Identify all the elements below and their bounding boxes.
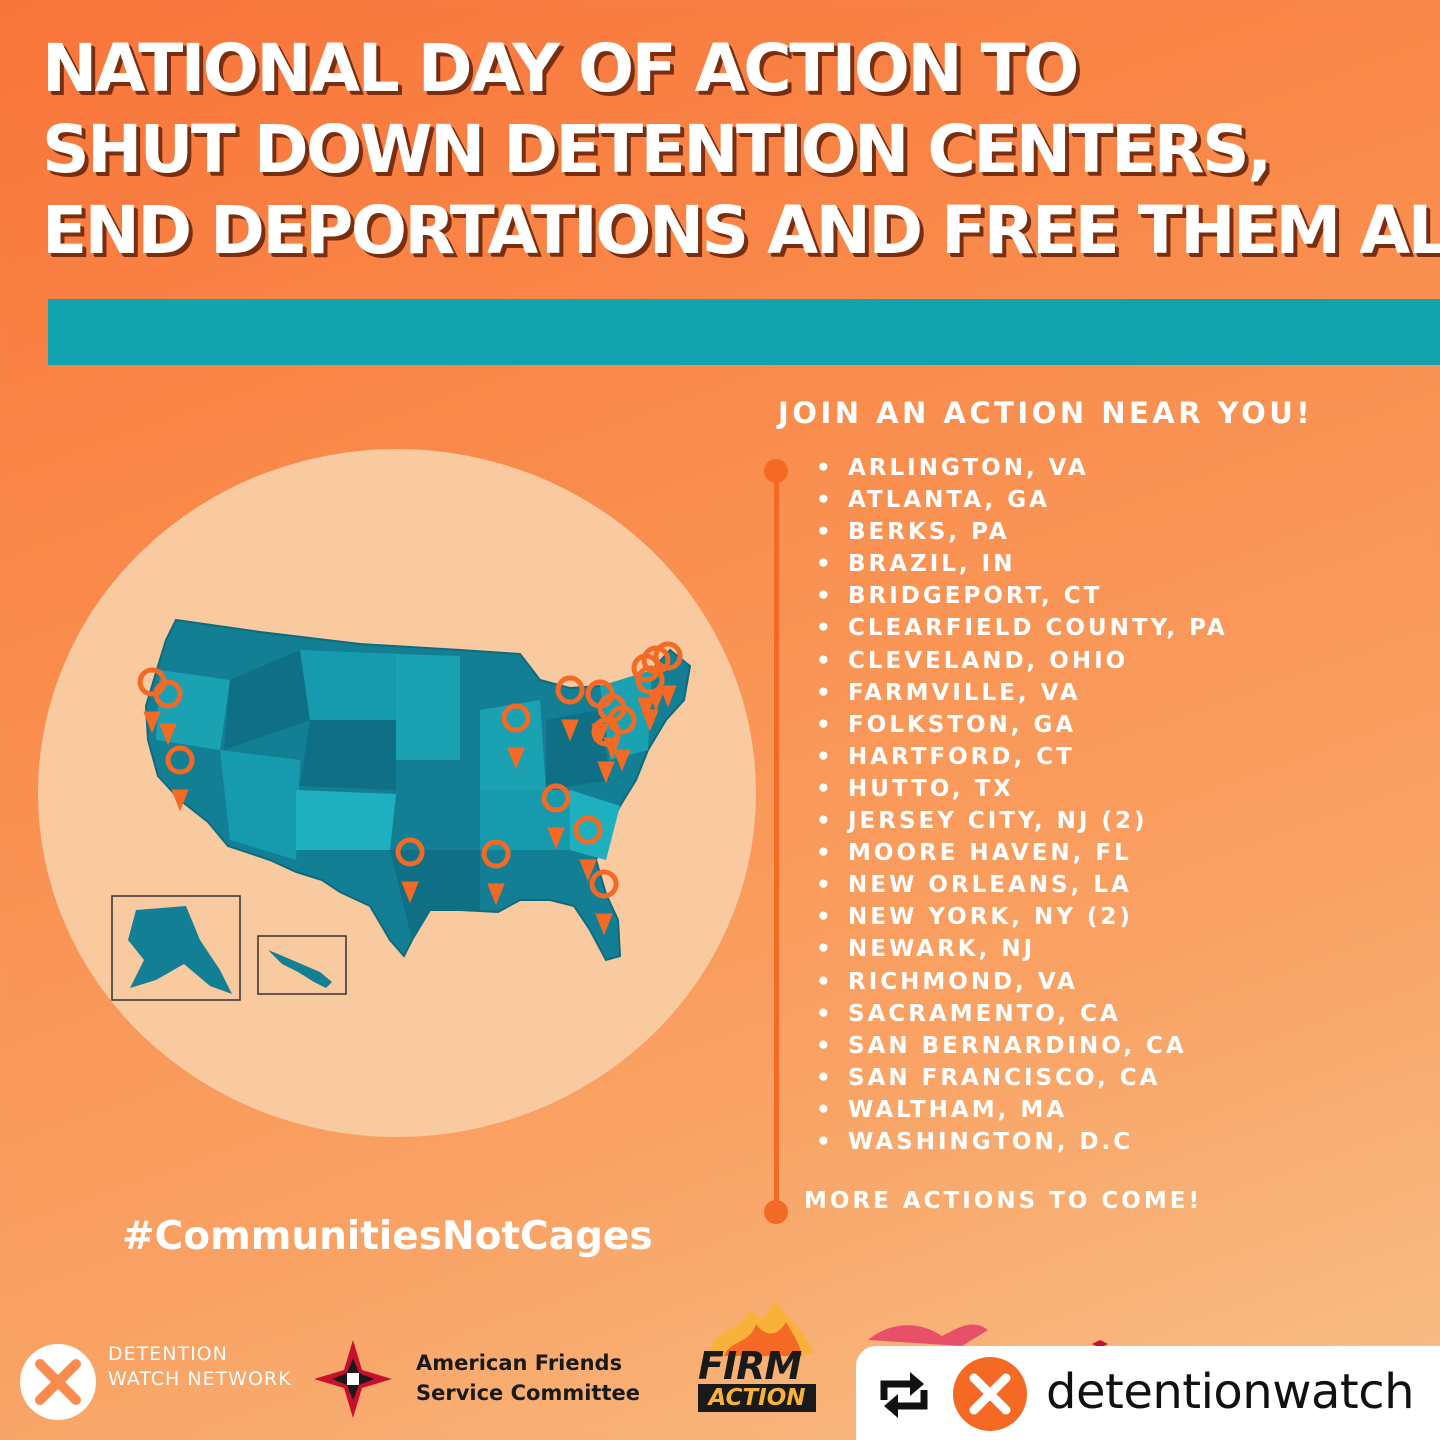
map-pin-icon xyxy=(573,815,603,882)
title-line-2: SHUT DOWN DETENTION CENTERS, xyxy=(42,111,1272,188)
afsc-logo-text: American Friends Service Committee xyxy=(416,1348,640,1408)
title-line-1: NATIONAL DAY OF ACTION TO xyxy=(42,30,1079,107)
list-item: ATLANTA, GA xyxy=(816,484,1228,516)
firm-flame-icon xyxy=(708,1300,814,1356)
timeline-dot-bottom xyxy=(764,1200,788,1224)
afsc-star-icon xyxy=(314,1340,392,1418)
hawaii-shape xyxy=(268,950,332,988)
map-pin-icon xyxy=(481,839,511,906)
list-item: ARLINGTON, VA xyxy=(816,452,1228,484)
firm-action-text: ACTION xyxy=(698,1384,816,1412)
list-item: RICHMOND, VA xyxy=(816,966,1228,998)
hashtag: #CommunitiesNotCages xyxy=(122,1214,653,1259)
map-pin-icon xyxy=(137,667,167,734)
list-item: SAN BERNARDINO, CA xyxy=(816,1030,1228,1062)
list-item: CLEVELAND, OHIO xyxy=(816,645,1228,677)
bird-logo-icon xyxy=(868,1324,1108,1348)
list-item: SACRAMENTO, CA xyxy=(816,998,1228,1030)
us-map-graphic xyxy=(111,618,692,1001)
map-pin-icon xyxy=(635,665,665,732)
list-item: NEWARK, NJ xyxy=(816,933,1228,965)
list-item: NEW ORLEANS, LA xyxy=(816,869,1228,901)
list-item: BRAZIL, IN xyxy=(816,548,1228,580)
list-item: NEW YORK, NY (2) xyxy=(816,901,1228,933)
title-line-3: END DEPORTATIONS AND FREE THEM ALL xyxy=(42,192,1440,269)
page-title: NATIONAL DAY OF ACTION TO SHUT DOWN DETE… xyxy=(42,28,1440,271)
dwn-line-2: WATCH NETWORK xyxy=(108,1368,292,1390)
repost-icon[interactable] xyxy=(874,1366,934,1424)
list-item: HUTTO, TX xyxy=(816,773,1228,805)
map-pin-icon xyxy=(591,717,621,784)
alaska-shape xyxy=(128,906,232,994)
map-pin-icon xyxy=(165,745,195,812)
dwn-logo-icon xyxy=(20,1344,96,1420)
join-heading: JOIN AN ACTION NEAR YOU! xyxy=(778,396,1314,430)
repost-username[interactable]: detentionwatch xyxy=(1046,1364,1415,1420)
firm-logo-text: FIRM xyxy=(698,1344,802,1388)
timeline-line xyxy=(774,470,779,1212)
timeline-dot-top xyxy=(764,459,788,483)
list-item: JERSEY CITY, NJ (2) xyxy=(816,805,1228,837)
dwn-line-1: DETENTION xyxy=(108,1343,228,1365)
avatar[interactable] xyxy=(952,1356,1028,1432)
teal-divider-bar xyxy=(48,299,1440,365)
list-item: WALTHAM, MA xyxy=(816,1094,1228,1126)
dwn-logo-text: DETENTION WATCH NETWORK xyxy=(108,1342,292,1392)
map-pin-icon xyxy=(153,679,183,746)
afsc-line-1: American Friends xyxy=(416,1351,623,1375)
map-pin-icon xyxy=(653,641,683,708)
map-pin-icon xyxy=(501,703,531,770)
list-item: CLEARFIELD COUNTY, PA xyxy=(816,612,1228,644)
list-item: BRIDGEPORT, CT xyxy=(816,580,1228,612)
list-item: SAN FRANCISCO, CA xyxy=(816,1062,1228,1094)
map-pin-icon xyxy=(395,837,425,904)
list-item: MOORE HAVEN, FL xyxy=(816,837,1228,869)
list-item: BERKS, PA xyxy=(816,516,1228,548)
map-pin-icon xyxy=(541,783,571,850)
city-list: ARLINGTON, VA ATLANTA, GA BERKS, PA BRAZ… xyxy=(816,452,1228,1158)
list-item: FARMVILLE, VA xyxy=(816,677,1228,709)
list-item: FOLKSTON, GA xyxy=(816,709,1228,741)
list-item: WASHINGTON, D.C xyxy=(816,1126,1228,1158)
list-item: HARTFORD, CT xyxy=(816,741,1228,773)
afsc-line-2: Service Committee xyxy=(416,1381,640,1405)
more-actions-text: MORE ACTIONS TO COME! xyxy=(804,1188,1202,1214)
map-pin-icon xyxy=(589,869,619,936)
map-pin-icon xyxy=(555,675,585,742)
map-pin-icon xyxy=(607,705,637,772)
